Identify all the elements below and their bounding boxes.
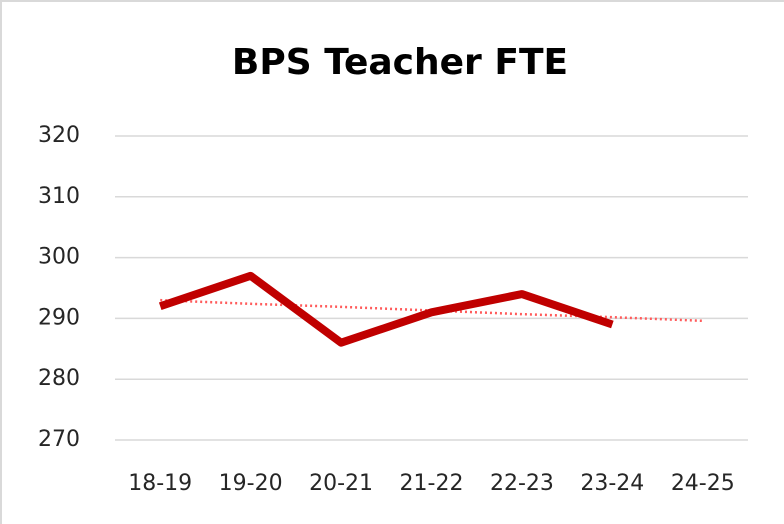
data-line [158,271,614,347]
x-tick-label: 23-24 [580,471,644,496]
y-tick-label: 280 [38,366,80,391]
x-tick-label: 19-20 [219,471,283,496]
y-tick-label: 290 [38,305,80,330]
y-tick-label: 270 [38,427,80,452]
y-tick-label: 320 [38,123,80,148]
x-tick-label: 22-23 [490,471,554,496]
y-tick-label: 310 [38,184,80,209]
x-tick-label: 21-22 [400,471,464,496]
chart-title: BPS Teacher FTE [232,42,568,83]
x-tick-label: 24-25 [671,471,735,496]
x-tick-label: 20-21 [309,471,373,496]
x-tick-label: 18-19 [128,471,192,496]
y-tick-label: 300 [38,245,80,270]
